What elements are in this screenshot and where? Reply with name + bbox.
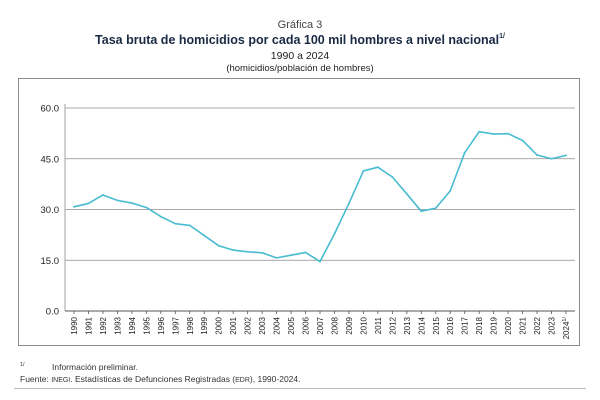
chart-units: (homicidios/población de hombres): [226, 63, 374, 74]
data-point: [275, 256, 278, 259]
x-tick-label: 2014: [417, 316, 426, 334]
data-point: [87, 202, 90, 205]
x-tick-label: 20241/: [562, 317, 571, 340]
y-tick-label: 15.0: [41, 256, 60, 267]
data-point: [145, 206, 148, 209]
data-point: [217, 244, 220, 247]
y-tick-label: 60.0: [41, 104, 60, 115]
x-tick-label: 2004: [273, 316, 282, 334]
data-point: [333, 232, 336, 235]
data-point: [521, 139, 524, 142]
x-tick-label: 1997: [171, 316, 180, 334]
x-tick-label: 2011: [374, 316, 383, 334]
footnote: 1/Información preliminar.: [20, 362, 138, 372]
x-axis: 1990 1991 1992 1993 1994 1995 1996 1997 1998 1999…: [64, 104, 575, 340]
data-point: [362, 170, 365, 172]
x-tick-label: 2005: [287, 316, 296, 334]
data-point: [507, 132, 510, 135]
x-tick-label: 2002: [244, 316, 253, 334]
chart-label: Gráfica 3: [277, 19, 323, 31]
data-point: [376, 166, 379, 169]
data-point: [116, 199, 119, 202]
x-tick-label: 2023: [548, 316, 557, 334]
x-tick-label: 2021: [519, 316, 528, 334]
data-point: [434, 207, 437, 210]
x-tick-label: 1990: [70, 316, 79, 334]
x-tick-label: 2008: [330, 316, 339, 334]
source-prefix: Fuente:: [20, 374, 52, 384]
x-tick-label: 1999: [200, 316, 209, 334]
data-point: [304, 251, 307, 254]
x-tick-label: 2009: [345, 316, 354, 334]
x-tick-label: 2012: [388, 316, 397, 334]
data-point: [391, 176, 394, 178]
x-tick-label: 2019: [490, 316, 499, 334]
x-tick-label: 2016: [446, 316, 455, 334]
x-tick-label: 2020: [504, 316, 513, 334]
y-tick-label: 0.0: [46, 307, 59, 318]
data-point: [290, 254, 292, 257]
data-point: [130, 202, 133, 204]
data-point: [420, 210, 423, 213]
data-point: [102, 194, 104, 196]
chart-frame: [18, 78, 580, 346]
gridlines: [65, 107, 575, 261]
data-point: [348, 202, 350, 205]
chart-title-text: Tasa bruta de homicidios por cada 100 mi…: [95, 33, 500, 47]
data-point: [174, 222, 177, 225]
x-tick-label: 2018: [475, 316, 484, 334]
data-point: [478, 130, 481, 133]
source-end: ), 1990-2024.: [249, 374, 301, 384]
x-tick-label: 2007: [316, 316, 325, 334]
data-point: [565, 154, 567, 157]
x-tick-label: 1991: [84, 316, 93, 334]
data-point: [232, 249, 235, 252]
line-chart: 0.0 15.0 30.0 45.0 60.0 1990 1991 1992 1993 1994…: [41, 104, 575, 340]
x-tick-label: 2000: [215, 316, 224, 334]
y-axis-ticks: 0.0 15.0 30.0 45.0 60.0: [41, 104, 60, 318]
x-tick-label: 1995: [142, 316, 151, 334]
source-org: INEGI: [51, 377, 71, 384]
data-point: [536, 154, 538, 156]
y-tick-label: 30.0: [41, 205, 60, 216]
data-point: [203, 234, 206, 237]
x-tick-label: 1998: [186, 316, 195, 334]
data-point: [246, 250, 249, 253]
y-tick-label: 45.0: [41, 154, 60, 165]
data-point: [261, 251, 264, 254]
data-point: [73, 205, 75, 208]
x-tick-label: 2013: [403, 316, 412, 334]
data-point: [463, 151, 466, 154]
x-tick-label: 1996: [157, 316, 166, 334]
chart-title: Tasa bruta de homicidios por cada 100 mi…: [0, 33, 600, 47]
x-tick-label: 2022: [533, 316, 542, 334]
data-point: [405, 193, 408, 195]
data-point: [449, 189, 452, 192]
data-point: [550, 157, 553, 160]
x-tick-label: 1993: [113, 316, 122, 334]
data-point: [492, 133, 495, 135]
x-tick-label: 1994: [128, 316, 137, 334]
x-tick-label: 2003: [258, 316, 267, 334]
data-point: [319, 260, 321, 263]
data-point: [159, 215, 162, 218]
x-tick-label: 2017: [461, 316, 470, 334]
source-note: Fuente: INEGI. Estadísticas de Defuncion…: [20, 374, 301, 384]
x-tick-label: 2006: [302, 316, 311, 334]
x-tick-label: 1992: [99, 316, 108, 334]
x-tick-label: 2010: [359, 316, 368, 334]
x-tick-label: 2001: [229, 316, 238, 334]
data-point: [188, 224, 191, 227]
footnote-mark: 1/: [20, 362, 25, 368]
x-tick-label: 2015: [432, 316, 441, 334]
series-line: [73, 130, 567, 263]
source-abbr: EDR: [235, 377, 250, 384]
series-layer: [73, 130, 567, 263]
source-mid: . Estadísticas de Defunciones Registrada…: [70, 374, 236, 384]
footnote-text: Información preliminar.: [52, 362, 138, 372]
chart-period: 1990 a 2024: [270, 50, 330, 62]
title-footnote-mark: 1/: [499, 32, 505, 40]
bottom-divider: [14, 388, 586, 389]
